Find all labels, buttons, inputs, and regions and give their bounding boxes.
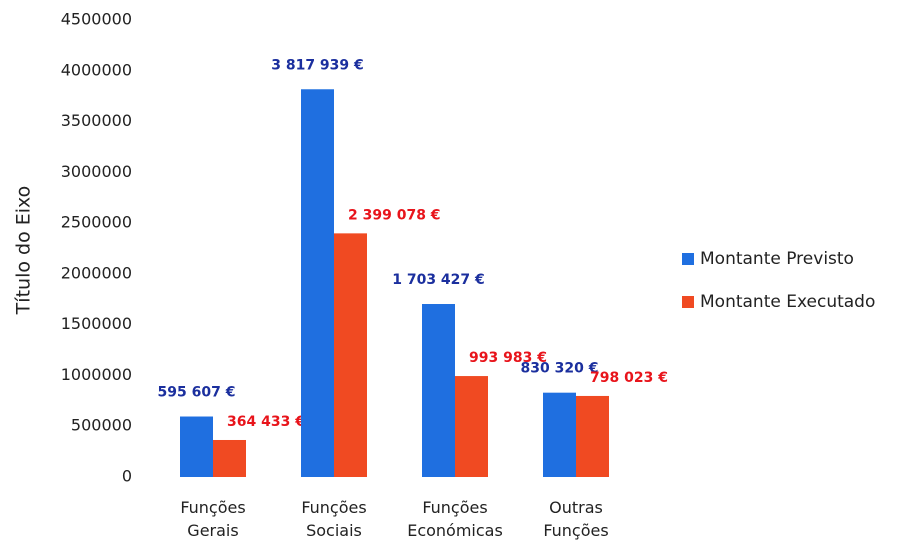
bar [213, 439, 246, 477]
y-tick-label: 3500000 [61, 111, 132, 130]
y-tick-label: 0 [122, 467, 132, 486]
bar [455, 376, 488, 477]
bar [576, 395, 609, 477]
y-tick-label: 2500000 [61, 213, 132, 232]
bar [543, 392, 576, 477]
y-tick-label: 1500000 [61, 314, 132, 333]
x-tick-label: Funções Económicas [407, 498, 503, 540]
data-label: 830 320 € [521, 361, 599, 377]
bar [422, 304, 455, 477]
y-tick-label: 4000000 [61, 60, 132, 79]
y-axis-label: Título do Eixo [13, 186, 35, 316]
y-tick-label: 500000 [71, 416, 132, 435]
legend-label: Montante Executado [700, 292, 875, 312]
data-label: 595 607 € [158, 385, 236, 401]
bar [334, 233, 367, 477]
legend-swatch [682, 296, 694, 308]
y-tick-label: 3000000 [61, 162, 132, 181]
legend-label: Montante Previsto [700, 249, 854, 269]
data-label: 798 023 € [590, 370, 668, 386]
legend-swatch [682, 253, 694, 265]
bar [301, 89, 334, 477]
bar [180, 416, 213, 477]
data-label: 3 817 939 € [271, 57, 364, 73]
x-tick-label: Funções Sociais [301, 498, 366, 540]
y-tick-label: 2000000 [61, 263, 132, 282]
data-label: 2 399 078 € [348, 207, 441, 223]
data-label: 993 983 € [469, 350, 547, 366]
data-label: 364 433 € [227, 414, 305, 430]
x-tick-label: Outras Funções [543, 498, 608, 540]
x-tick-label: Funções Gerais [180, 498, 245, 540]
y-tick-label: 1000000 [61, 365, 132, 384]
data-label: 1 703 427 € [392, 272, 485, 288]
y-tick-label: 4500000 [61, 10, 132, 29]
